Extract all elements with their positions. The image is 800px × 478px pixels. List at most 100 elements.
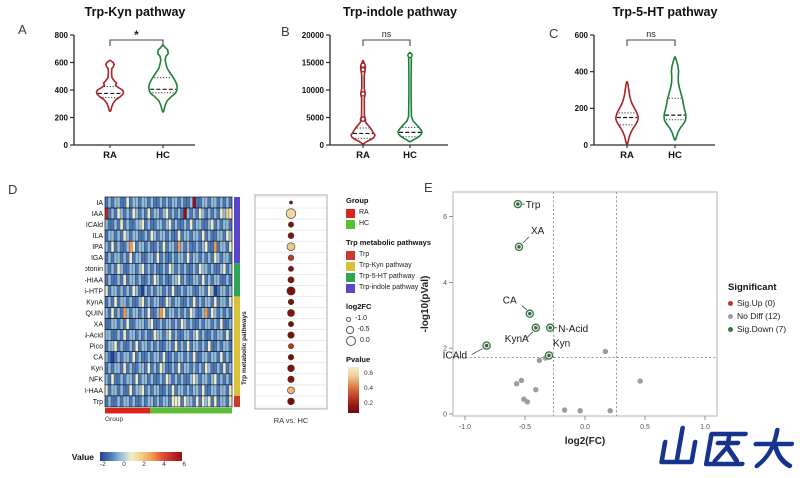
heatmap-cell [183,307,187,319]
heatmap-cell [189,329,193,341]
heatmap-cell [162,263,166,275]
legend-swatch [346,219,355,229]
heatmap-cell [131,351,136,363]
dotplot-dot [287,386,295,395]
heatmap-cell [156,362,160,375]
legend-item: Trp-indole pathway [346,283,441,293]
heatmap-cell [228,351,233,363]
heatmap-cell [125,329,130,341]
heatmap-cell [122,229,127,242]
heatmap-cell [125,351,130,363]
heatmap-cell [147,340,151,352]
heatmap-cell [174,296,178,308]
heatmap-cell [138,384,142,397]
heatmap-cell [171,340,175,352]
legend-label: HC [359,220,370,227]
heatmap-cell [165,362,169,375]
heatmap-cell [186,218,190,231]
heatmap-cell [198,196,202,209]
heatmap-cell [216,263,221,275]
heatmap-cell [225,240,230,253]
heatmap-cell [110,218,115,231]
violin-title-trp-kyn: Trp-Kyn pathway [84,5,186,19]
heatmap-cell [141,285,145,297]
dotplot-dot [287,364,295,372]
heatmap-cell [183,384,187,397]
heatmap-cell [189,351,193,363]
heatmap-cell [144,229,148,242]
heatmap-cell [207,351,212,363]
heatmap-cell [162,285,166,297]
nodiff-point [602,348,609,355]
heatmap-cell [165,263,169,275]
heatmap-cell [216,384,221,397]
heatmap-cell [119,252,124,264]
heatmap-cell [138,395,142,408]
y-tick-label: 200 [55,113,69,122]
metabolite-label: Kyn [553,338,570,349]
heatmap-cell [192,229,196,242]
heatmap-cell [113,196,118,209]
heatmap-cell [207,218,212,231]
heatmap-cell [219,285,224,297]
heatmap-cell [219,351,224,363]
heatmap-cell [222,229,227,242]
heatmap-cell [107,395,112,408]
violin-title-trp-5ht: Trp-5-HT pathway [612,5,718,19]
heatmap-cell [141,207,145,220]
heatmap-cell [180,207,184,220]
heatmap-cell [174,218,178,231]
heatmap-cell [201,218,206,231]
heatmap-cell [228,373,233,386]
heatmap-cell [104,329,109,341]
heatmap-cell [195,340,199,352]
heatmap-row-label: IA [96,200,103,207]
heatmap-cell [213,307,218,319]
nodiff-point [637,378,643,384]
value-gradient-bar [100,452,182,461]
heatmap-cell [125,252,130,264]
heatmap-cell [180,373,184,386]
heatmap-cell [219,218,224,231]
legend-dot-icon [728,300,733,306]
label-leader-line [471,348,483,355]
heatmap-cell [144,351,148,363]
heatmap-cell [222,318,227,330]
heatmap-cell [138,362,142,375]
heatmap-cell [147,252,151,264]
heatmap-cell [147,395,151,408]
value-legend: Value -2 0 2 4 6 [60,452,186,468]
heatmap-cell [228,340,233,352]
heatmap-cell [207,263,212,275]
heatmap-cell [210,362,215,375]
heatmap-cell [159,229,163,242]
heatmap-cell [168,296,172,308]
heatmap-cell [177,218,181,231]
heatmap-cell [162,362,166,375]
heatmap-cell [159,395,163,408]
heatmap-cell [131,240,136,253]
heatmap-cell [189,263,193,275]
heatmap-cell [162,384,166,397]
heatmap-cell [174,229,178,242]
heatmap-cell [195,252,199,264]
heatmap-cell [162,329,166,341]
heatmap-cell [228,395,233,408]
heatmap-cell [150,285,154,297]
significance-bracket [626,39,676,46]
heatmap-row-label: Kyn [91,366,103,373]
heatmap-cell [110,274,115,286]
heatmap-cell [104,395,109,408]
heatmap-cell [222,340,227,352]
heatmap-cell [225,329,230,341]
heatmap-cell [213,196,218,209]
heatmap-cell [195,207,199,220]
heatmap-cell [204,207,209,220]
heatmap-cell [195,395,199,408]
heatmap-cell [156,373,160,386]
heatmap-cell [195,274,199,286]
heatmap-cell [135,263,139,275]
heatmap-cell [186,263,190,275]
heatmap-cell [104,373,109,386]
heatmap-cell [216,329,221,341]
